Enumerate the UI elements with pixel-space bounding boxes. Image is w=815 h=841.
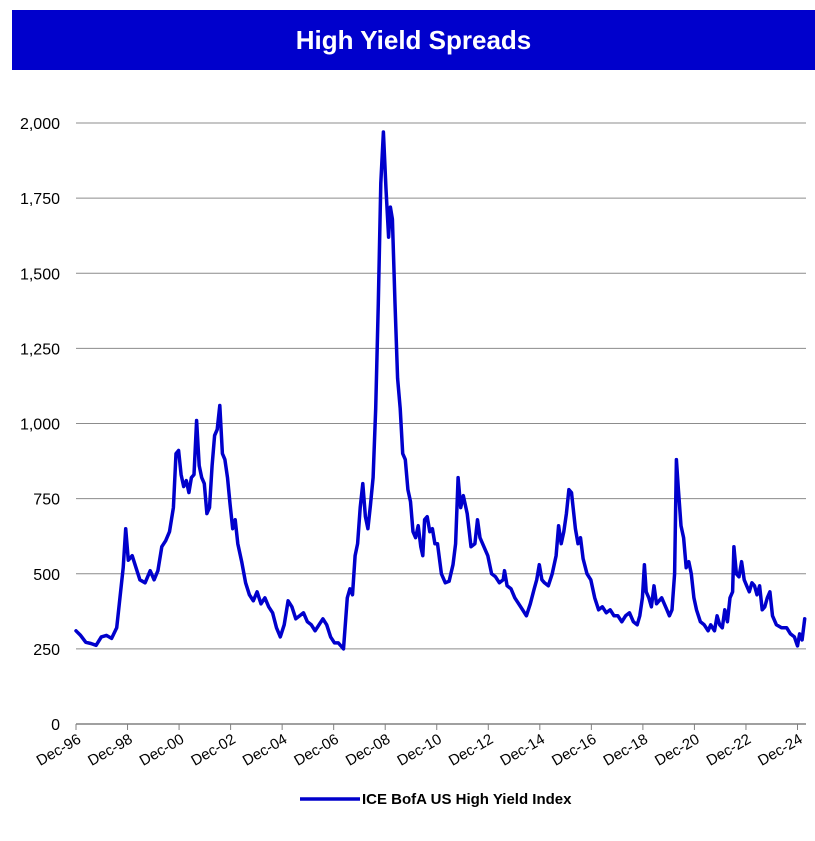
x-tick-label: Dec-98: [85, 731, 135, 770]
gridlines: [76, 122, 806, 650]
y-tick-label: 1,500: [20, 266, 60, 283]
legend-label: ICE BofA US High Yield Index: [362, 791, 572, 808]
y-tick-label: 2,000: [20, 116, 60, 133]
x-tick-label: Dec-24: [755, 731, 805, 770]
x-tick-label: Dec-10: [394, 731, 444, 770]
y-tick-label: 250: [33, 642, 60, 659]
x-axis: Dec-96 Dec-98 Dec-00 Dec-02 Dec-04 Dec-06 Dec-…: [34, 723, 806, 770]
x-tick-label: Dec-02: [188, 731, 238, 770]
y-tick-label: 750: [33, 492, 60, 509]
x-tick-label: Dec-08: [343, 731, 393, 770]
y-tick-label: 1,750: [20, 191, 60, 208]
x-tick-label: Dec-96: [34, 731, 84, 770]
y-axis-ticks: 0 250 500 750 1,000 1,250 1,500 1,750 2,000: [20, 116, 60, 734]
x-tick-label: Dec-06: [291, 731, 341, 770]
x-tick-label: Dec-22: [704, 731, 754, 770]
y-tick-label: 1,000: [20, 417, 60, 434]
x-tick-label: Dec-20: [652, 731, 702, 770]
x-tick-label: Dec-04: [240, 731, 290, 770]
chart-title: High Yield Spreads: [295, 24, 532, 55]
x-tick-label: Dec-18: [601, 731, 651, 770]
x-tick-label: Dec-16: [549, 731, 599, 770]
x-tick-label: Dec-14: [497, 731, 547, 770]
x-tick-label: Dec-12: [446, 731, 496, 770]
series-line: [74, 130, 807, 651]
x-tick-label: Dec-00: [137, 731, 187, 770]
chart-title-bar: High Yield Spreads: [12, 10, 815, 70]
y-tick-label: 0: [51, 717, 60, 734]
legend: ICE BofA US High Yield Index: [300, 791, 572, 808]
y-tick-label: 500: [33, 567, 60, 584]
series-group: [74, 130, 807, 651]
y-tick-label: 1,250: [20, 341, 60, 358]
